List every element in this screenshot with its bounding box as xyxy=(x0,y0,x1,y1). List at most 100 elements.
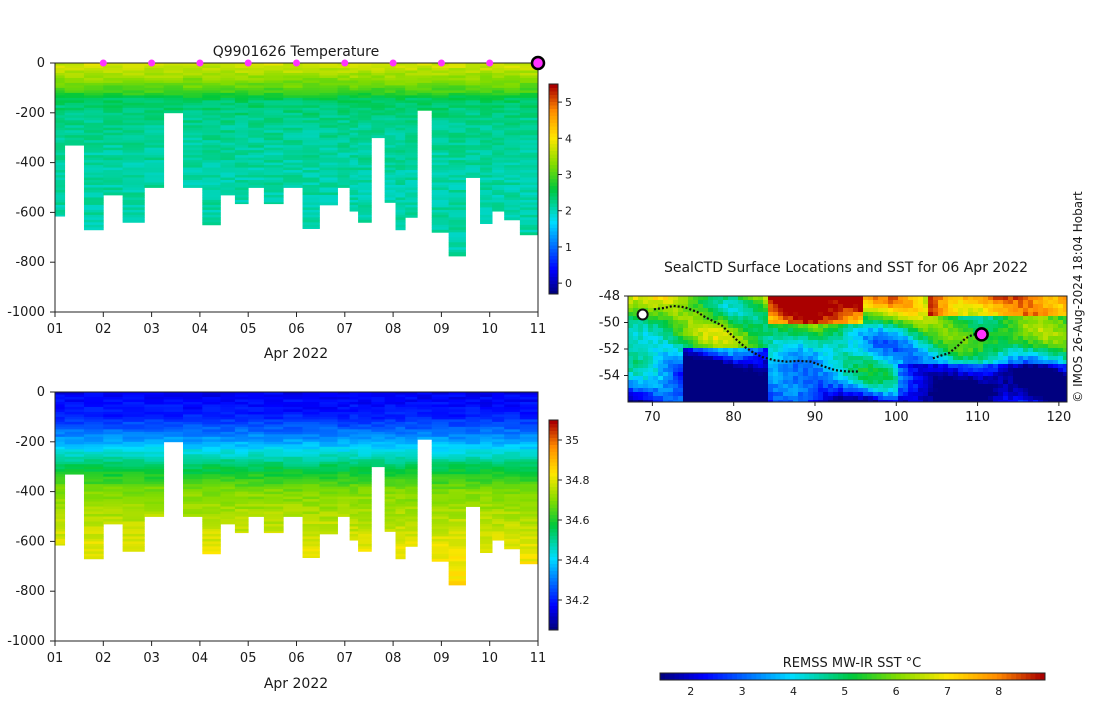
section-cell xyxy=(432,148,449,151)
section-cell xyxy=(202,492,221,495)
section-cell xyxy=(396,394,406,397)
sst-cell xyxy=(733,328,739,333)
section-cell xyxy=(183,103,203,106)
sst-cell xyxy=(853,308,859,313)
section-cell xyxy=(264,90,284,93)
section-cell xyxy=(103,404,123,407)
section-cell xyxy=(103,192,123,195)
section-cell xyxy=(432,409,449,412)
section-cell xyxy=(183,115,203,118)
section-cell xyxy=(520,165,539,168)
sst-cell xyxy=(823,348,829,353)
sst-cell xyxy=(798,308,804,313)
section-cell xyxy=(202,551,221,554)
section-cell xyxy=(520,409,539,412)
sst-cell xyxy=(853,372,859,377)
section-cell xyxy=(480,512,492,515)
section-cell xyxy=(358,402,372,405)
colorbar-segment xyxy=(549,497,558,501)
section-cell xyxy=(84,98,104,101)
section-cell xyxy=(358,464,372,467)
section-cell xyxy=(220,165,235,168)
section-cell xyxy=(84,551,104,554)
section-cell xyxy=(303,536,320,539)
sst-cell xyxy=(733,344,739,349)
section-cell xyxy=(492,115,504,118)
section-cell xyxy=(449,212,466,215)
sst-cell xyxy=(653,300,659,305)
section-cell xyxy=(338,394,350,397)
section-cell xyxy=(432,487,449,490)
section-cell xyxy=(123,180,145,183)
section-cell xyxy=(358,487,372,490)
section-cell xyxy=(84,227,104,230)
sst-cell xyxy=(643,388,649,393)
section-cell xyxy=(480,492,492,495)
sst-cell xyxy=(808,384,814,389)
sst-cell xyxy=(743,308,749,313)
x-tick-label: 09 xyxy=(433,322,450,337)
sst-cell xyxy=(643,368,649,373)
sst-cell xyxy=(828,360,834,365)
section-cell xyxy=(303,437,320,440)
sst-cell xyxy=(668,328,674,333)
section-cell xyxy=(338,108,350,111)
sst-cell xyxy=(688,324,694,329)
sst-cell xyxy=(713,340,719,345)
section-cell xyxy=(235,529,249,532)
sst-cell xyxy=(698,356,704,361)
section-cell xyxy=(480,145,492,148)
section-cell xyxy=(55,454,65,457)
section-cell xyxy=(303,225,320,228)
section-cell xyxy=(466,429,481,432)
sst-cell xyxy=(653,384,659,389)
section-cell xyxy=(123,529,145,532)
sst-cell xyxy=(853,304,859,309)
section-cell xyxy=(350,452,359,455)
section-cell xyxy=(220,422,235,425)
section-cell xyxy=(202,68,221,71)
sst-cell xyxy=(833,296,839,301)
sst-cell xyxy=(813,392,819,397)
section-cell xyxy=(449,105,466,108)
section-cell xyxy=(449,439,466,442)
section-cell xyxy=(466,474,481,477)
sst-cell xyxy=(818,340,824,345)
section-cell xyxy=(220,110,235,113)
section-cell xyxy=(405,457,417,460)
section-cell xyxy=(350,210,359,212)
section-cell xyxy=(84,170,104,173)
section-cell xyxy=(303,222,320,225)
section-cell xyxy=(248,439,264,442)
section-cell xyxy=(504,467,520,470)
section-cell xyxy=(417,399,432,402)
section-cell xyxy=(84,554,104,557)
section-cell xyxy=(84,190,104,193)
section-cell xyxy=(303,80,320,83)
sst-cell xyxy=(788,316,794,321)
section-cell xyxy=(303,168,320,171)
section-cell xyxy=(303,464,320,467)
section-cell xyxy=(264,188,284,191)
section-cell xyxy=(303,192,320,195)
sst-cell xyxy=(868,316,874,321)
section-cell xyxy=(432,225,449,228)
section-cell xyxy=(338,163,350,166)
colorbar-segment xyxy=(549,182,558,186)
section-cell xyxy=(385,467,396,470)
section-cell xyxy=(103,409,123,412)
sst-cell xyxy=(753,332,759,337)
section-cell xyxy=(144,183,164,186)
sst-cell xyxy=(768,352,774,357)
sst-cell xyxy=(713,352,719,357)
section-cell xyxy=(385,434,396,437)
x-tick-label: 07 xyxy=(337,322,354,337)
sst-cell xyxy=(703,388,709,393)
section-cell xyxy=(303,150,320,153)
section-cell xyxy=(303,90,320,93)
section-cell xyxy=(235,113,249,116)
sst-cell xyxy=(728,296,734,301)
colorbar-segment xyxy=(549,616,558,620)
colorbar-segment xyxy=(549,200,558,204)
section-cell xyxy=(248,409,264,412)
